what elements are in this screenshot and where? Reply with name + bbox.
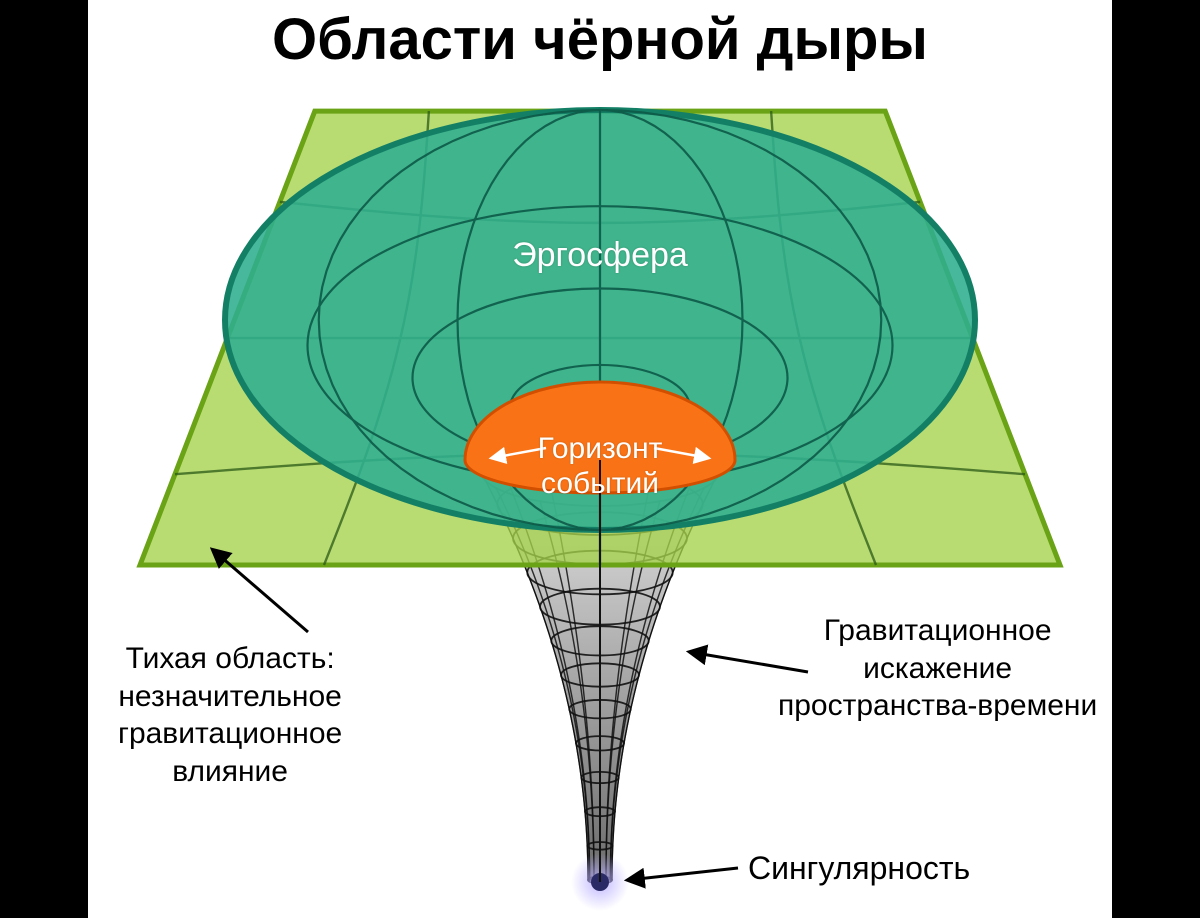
label-ergosphere: Эргосфера: [350, 236, 850, 275]
stage: Области чёрной дыры Эргосфера Горизонтсо…: [88, 0, 1112, 918]
label-quiet-region: Тихая область:незначительноегравитационн…: [118, 640, 342, 790]
label-event-horizon: Горизонтсобытий: [350, 432, 850, 501]
label-singularity: Сингулярность: [748, 848, 970, 888]
label-spacetime-distortion: Гравитационноеискажениепространства-врем…: [778, 612, 1097, 725]
